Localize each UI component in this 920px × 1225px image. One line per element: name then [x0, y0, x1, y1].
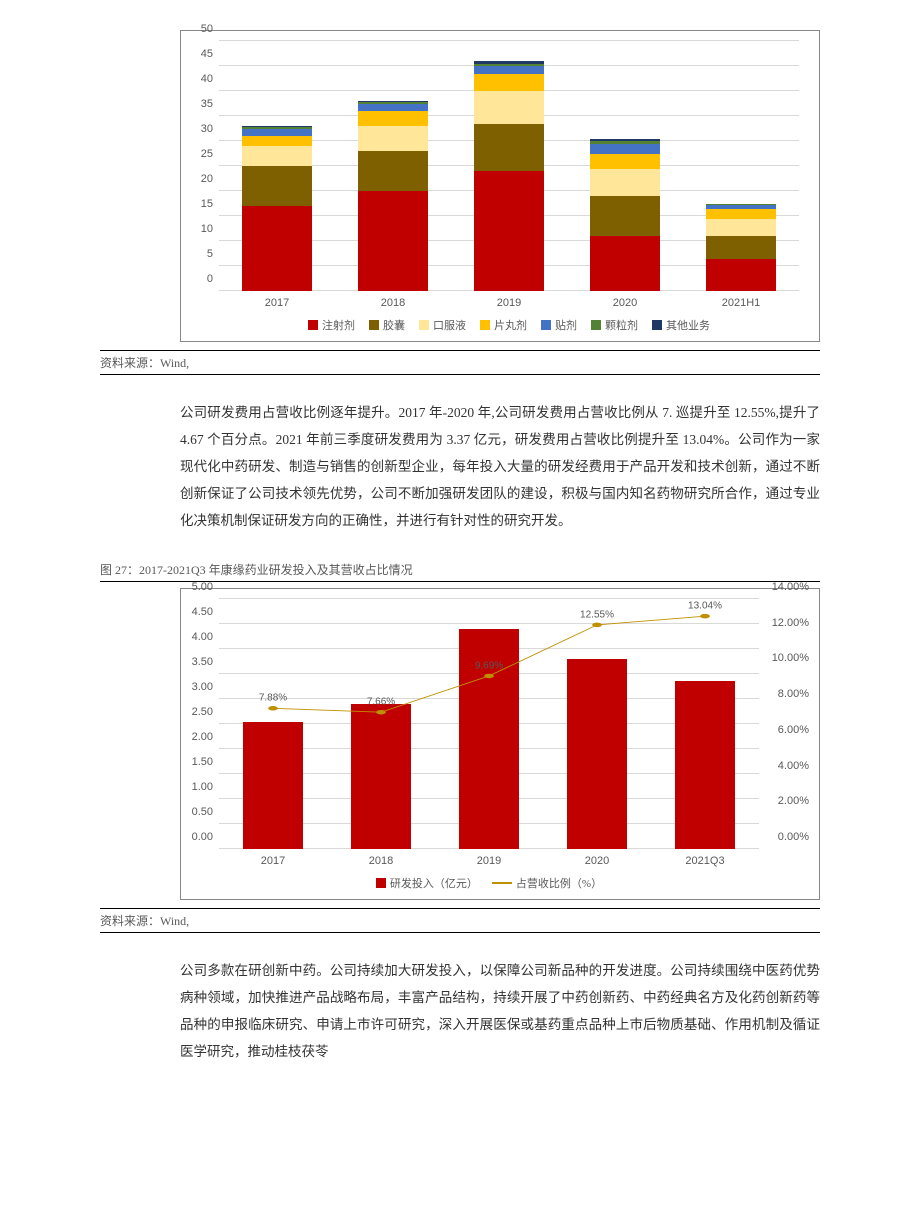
- bar-segment: [242, 206, 312, 291]
- chart1-ytick: 25: [201, 148, 213, 160]
- bar-segment: [590, 154, 660, 169]
- chart2-ytick-right: 14.00%: [772, 581, 809, 593]
- bar-segment: [474, 171, 544, 291]
- chart2-ytick-left: 0.50: [192, 806, 213, 818]
- chart2-ytick-right: 4.00%: [778, 760, 809, 772]
- chart2-ytick-left: 2.50: [192, 706, 213, 718]
- chart1-ytick: 20: [201, 173, 213, 185]
- chart2-ytick-right: 0.00%: [778, 831, 809, 843]
- chart1-ytick: 40: [201, 73, 213, 85]
- chart1-xlabel: 2021H1: [683, 297, 799, 309]
- chart2: 0.00 0.50 1.00 1.50 2.00 2.50 3.00 3.50 4.00 4.50…: [180, 588, 820, 900]
- bar-segment: [358, 151, 428, 191]
- legend-item: 贴剂: [541, 317, 577, 333]
- legend-item: 口服液: [419, 317, 466, 333]
- bar-segment: [358, 191, 428, 291]
- bar-segment: [242, 166, 312, 206]
- chart1-block: 05101520253035404550 2017201820192020202…: [100, 30, 820, 342]
- chart2-source: 资料来源：Wind,: [100, 908, 820, 933]
- legend-item: 占营收比例（%）: [492, 875, 602, 891]
- bar-segment: [706, 259, 776, 292]
- chart1-xlabel: 2020: [567, 297, 683, 309]
- chart2-ytick-right: 2.00%: [778, 795, 809, 807]
- chart1-xlabel: 2018: [335, 297, 451, 309]
- paragraph-1: 公司研发费用占营收比例逐年提升。2017 年-2020 年,公司研发费用占营收比…: [180, 399, 820, 534]
- chart1-ytick: 50: [201, 23, 213, 35]
- chart2-ytick-right: 6.00%: [778, 724, 809, 736]
- stacked-bar: [590, 139, 660, 292]
- bar-segment: [358, 126, 428, 151]
- legend-item: 研发投入（亿元）: [376, 875, 478, 891]
- chart1-ytick: 10: [201, 223, 213, 235]
- legend-item: 胶囊: [369, 317, 405, 333]
- chart2-ytick-left: 1.50: [192, 756, 213, 768]
- chart2-ytick-left: 4.00: [192, 631, 213, 643]
- chart2-ytick-right: 12.00%: [772, 617, 809, 629]
- bar-segment: [242, 136, 312, 146]
- legend-item: 片丸剂: [480, 317, 527, 333]
- stacked-bar: [474, 61, 544, 291]
- chart1-ytick: 45: [201, 48, 213, 60]
- bar: [243, 722, 302, 850]
- bar-segment: [242, 146, 312, 166]
- paragraph-2: 公司多款在研创新中药。公司持续加大研发投入，以保障公司新品种的开发进度。公司持续…: [180, 957, 820, 1065]
- bar-segment: [474, 66, 544, 74]
- stacked-bar: [706, 204, 776, 292]
- bar-segment: [706, 219, 776, 237]
- chart2-xlabel: 2020: [543, 855, 651, 867]
- chart2-ytick-left: 2.00: [192, 731, 213, 743]
- bar-segment: [242, 129, 312, 137]
- chart2-ytick-left: 3.50: [192, 656, 213, 668]
- stacked-bar: [242, 126, 312, 291]
- chart2-xlabel: 2018: [327, 855, 435, 867]
- legend-item: 注射剂: [308, 317, 355, 333]
- chart1-xlabel: 2017: [219, 297, 335, 309]
- bar: [351, 704, 410, 849]
- bar-segment: [358, 111, 428, 126]
- figure27-title: 图 27：2017-2021Q3 年康缘药业研发投入及其营收占比情况: [100, 558, 820, 582]
- chart1: 05101520253035404550 2017201820192020202…: [180, 30, 820, 342]
- chart2-ytick-left: 1.00: [192, 781, 213, 793]
- bar-segment: [590, 236, 660, 291]
- chart2-ytick-right: 10.00%: [772, 652, 809, 664]
- bar-segment: [474, 74, 544, 92]
- chart2-ytick-left: 5.00: [192, 581, 213, 593]
- bar-segment: [590, 169, 660, 197]
- bar: [459, 629, 518, 849]
- chart1-ytick: 35: [201, 98, 213, 110]
- chart2-ytick-right: 8.00%: [778, 688, 809, 700]
- bar-segment: [706, 236, 776, 259]
- bar-segment: [474, 91, 544, 124]
- bar-segment: [706, 209, 776, 219]
- chart1-source: 资料来源：Wind,: [100, 350, 820, 375]
- chart1-ytick: 30: [201, 123, 213, 135]
- legend-item: 颗粒剂: [591, 317, 638, 333]
- bar-segment: [590, 144, 660, 154]
- chart1-ytick: 5: [207, 248, 213, 260]
- chart2-ytick-left: 4.50: [192, 606, 213, 618]
- chart2-xlabel: 2019: [435, 855, 543, 867]
- chart1-ytick: 15: [201, 198, 213, 210]
- bar: [567, 659, 626, 849]
- bar-segment: [358, 104, 428, 112]
- chart2-xlabel: 2021Q3: [651, 855, 759, 867]
- bar-segment: [590, 196, 660, 236]
- bar-segment: [474, 124, 544, 172]
- stacked-bar: [358, 101, 428, 291]
- bar: [675, 681, 734, 850]
- legend-item: 其他业务: [652, 317, 710, 333]
- chart1-ytick: 0: [207, 273, 213, 285]
- chart1-xlabel: 2019: [451, 297, 567, 309]
- chart2-block: 0.00 0.50 1.00 1.50 2.00 2.50 3.00 3.50 4.00 4.50…: [100, 588, 820, 900]
- chart2-ytick-left: 0.00: [192, 831, 213, 843]
- chart2-ytick-left: 3.00: [192, 681, 213, 693]
- chart2-xlabel: 2017: [219, 855, 327, 867]
